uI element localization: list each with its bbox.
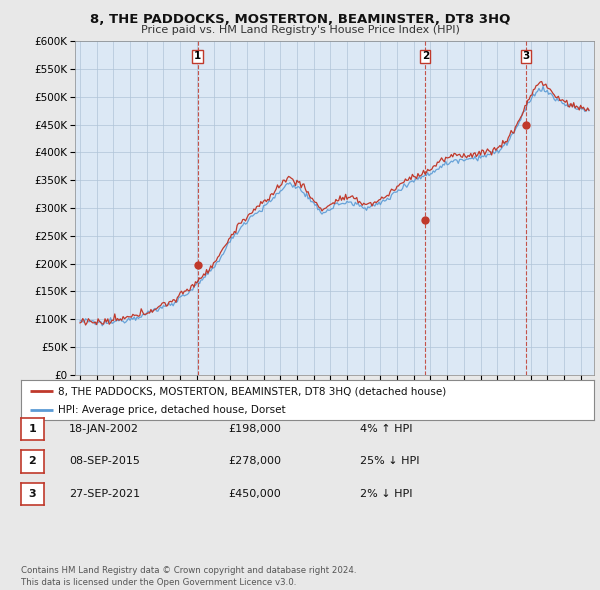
Text: 2: 2 bbox=[422, 51, 429, 61]
Text: 27-SEP-2021: 27-SEP-2021 bbox=[69, 489, 140, 499]
Text: 8, THE PADDOCKS, MOSTERTON, BEAMINSTER, DT8 3HQ: 8, THE PADDOCKS, MOSTERTON, BEAMINSTER, … bbox=[90, 13, 510, 26]
Text: 1: 1 bbox=[29, 424, 36, 434]
Text: 1: 1 bbox=[194, 51, 201, 61]
Text: 4% ↑ HPI: 4% ↑ HPI bbox=[360, 424, 413, 434]
Text: Price paid vs. HM Land Registry's House Price Index (HPI): Price paid vs. HM Land Registry's House … bbox=[140, 25, 460, 35]
Text: 08-SEP-2015: 08-SEP-2015 bbox=[69, 457, 140, 466]
Text: £450,000: £450,000 bbox=[228, 489, 281, 499]
Text: 2: 2 bbox=[29, 457, 36, 466]
Text: 8, THE PADDOCKS, MOSTERTON, BEAMINSTER, DT8 3HQ (detached house): 8, THE PADDOCKS, MOSTERTON, BEAMINSTER, … bbox=[58, 386, 446, 396]
Text: 3: 3 bbox=[29, 489, 36, 499]
Text: 2% ↓ HPI: 2% ↓ HPI bbox=[360, 489, 413, 499]
Text: 25% ↓ HPI: 25% ↓ HPI bbox=[360, 457, 419, 466]
Text: 3: 3 bbox=[523, 51, 530, 61]
Text: £278,000: £278,000 bbox=[228, 457, 281, 466]
Text: £198,000: £198,000 bbox=[228, 424, 281, 434]
Text: Contains HM Land Registry data © Crown copyright and database right 2024.
This d: Contains HM Land Registry data © Crown c… bbox=[21, 566, 356, 587]
Text: HPI: Average price, detached house, Dorset: HPI: Average price, detached house, Dors… bbox=[58, 405, 286, 415]
Text: 18-JAN-2002: 18-JAN-2002 bbox=[69, 424, 139, 434]
